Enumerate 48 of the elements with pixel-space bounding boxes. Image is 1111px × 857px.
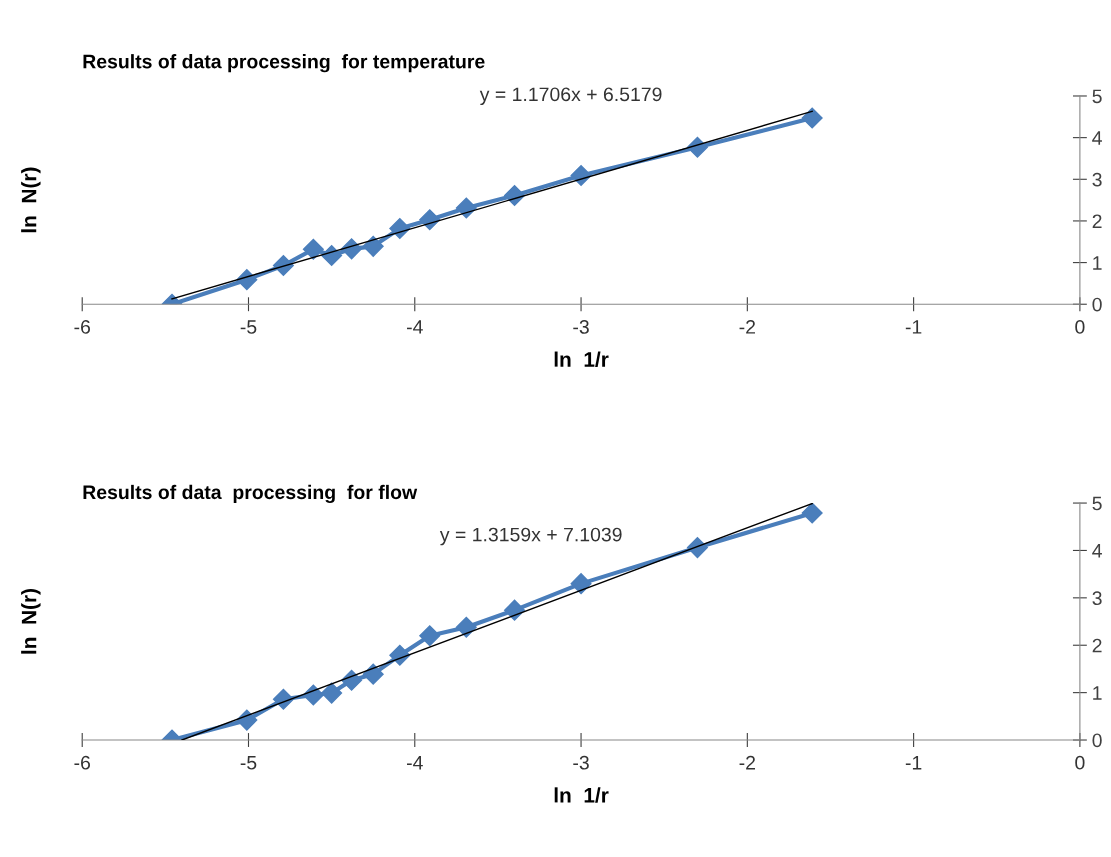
y-tick-label: 3 [1092,172,1102,187]
chart-title: Results of data processing for flow [83,484,418,504]
x-tick-label: 0 [1075,320,1085,334]
x-axis-title: ln 1/r [554,351,609,368]
x-tick-label: 0 [1075,755,1085,770]
y-tick-label: 3 [1092,591,1102,606]
x-tick-label: -2 [739,755,755,770]
y-tick-label: 1 [1093,686,1102,700]
x-tick-label: -2 [739,320,755,334]
point [419,625,441,647]
x-tick-label: -3 [573,755,589,770]
point [455,197,477,219]
x-tick-label: -5 [240,320,257,334]
x-tick-label: -1 [905,320,922,334]
point [801,107,823,129]
chart-title: Results of data processing for temperature [83,54,485,73]
x-tick-label: -6 [74,755,90,770]
y-tick-label: 2 [1092,638,1102,653]
x-tick-label: -1 [905,756,922,770]
point [302,238,324,260]
point [570,573,592,595]
x-tick-label: -3 [573,320,589,334]
point [801,503,823,524]
x-tick-label: -4 [406,320,423,334]
annotation: y = 1.3159x + 7.1039 [439,527,622,546]
point [455,616,477,638]
y-tick-label: 4 [1092,131,1102,145]
point [362,235,384,257]
y-tick-label: 4 [1092,544,1102,558]
y-tick-label: 1 [1093,256,1102,270]
x-tick-label: -4 [406,756,423,770]
y-tick-label: 2 [1092,214,1102,228]
point [504,599,526,621]
point [362,663,384,685]
point [321,682,343,704]
y-axis-title: ln N(r) [21,167,41,233]
point [419,209,441,231]
point [236,709,258,731]
point [389,217,411,239]
x-axis-title: ln 1/r [554,787,609,803]
y-axis-title: ln N(r) [21,589,41,654]
annotation: y = 1.1706x + 6.5179 [479,87,662,106]
y-tick-label: 5 [1092,89,1102,104]
y-tick-label: 0 [1092,297,1102,312]
x-tick-label: -6 [74,320,90,334]
y-tick-label: 0 [1092,733,1102,748]
x-tick-label: -5 [240,756,257,770]
y-tick-label: 5 [1092,496,1102,511]
